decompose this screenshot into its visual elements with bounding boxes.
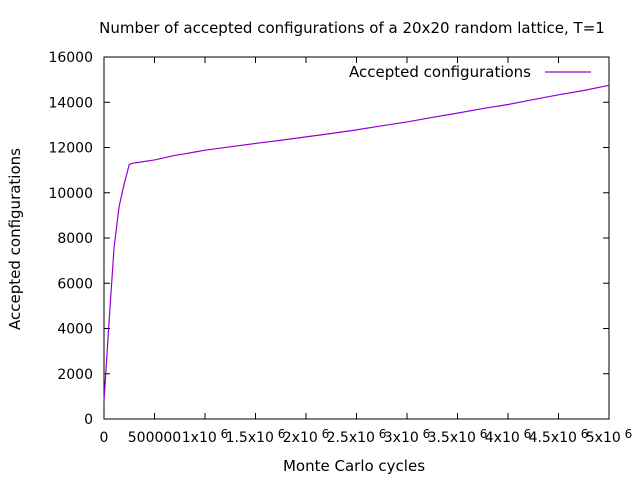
series-layer: [103, 84, 610, 401]
x-tick-label: 4x10 6: [485, 427, 531, 446]
y-tick-label: 12000: [48, 141, 93, 157]
y-tick-label: 16000: [48, 50, 93, 66]
y-tick-label: 10000: [48, 186, 93, 202]
legend: Accepted configurations: [349, 63, 591, 81]
x-tick-label: 0: [100, 430, 109, 446]
y-tick-label: 6000: [57, 276, 93, 292]
y-tick-label: 0: [84, 412, 93, 428]
y-axis-label: Accepted configurations: [6, 148, 24, 330]
series-line-accepted-configurations: [103, 84, 610, 401]
x-tick-label: 4.5x10 6: [529, 427, 589, 446]
plot-frame: [103, 56, 610, 420]
x-tick-label: 5x10 6: [586, 427, 632, 446]
x-tick-exponent: 6: [476, 427, 487, 441]
x-tick-exponent: 6: [375, 427, 386, 441]
x-tick-exponent: 6: [419, 427, 430, 441]
x-tick-label: 500000: [128, 430, 181, 446]
y-axis-ticks: 0 2000 4000 6000 8000 10000 12000 14000 16000: [48, 50, 609, 428]
x-tick-exponent: 6: [274, 427, 285, 441]
x-tick-exponent: 6: [217, 427, 228, 441]
x-tick-label: 2.5x10 6: [327, 427, 387, 446]
x-axis-label: Monte Carlo cycles: [283, 457, 425, 475]
x-tick-exponent: 6: [520, 427, 531, 441]
x-tick-exponent: 6: [577, 427, 588, 441]
x-tick-exponent: 6: [621, 427, 632, 441]
y-tick-label: 4000: [57, 322, 93, 338]
y-tick-label: 2000: [57, 367, 93, 383]
x-tick-label: 1x10 6: [182, 427, 228, 446]
legend-label: Accepted configurations: [349, 63, 531, 81]
x-tick-label: 2x10 6: [283, 427, 329, 446]
y-tick-label: 14000: [48, 95, 93, 111]
chart-title: Number of accepted configurations of a 2…: [99, 19, 605, 37]
x-tick-label: 1.5x10 6: [226, 427, 286, 446]
x-tick-label: 3x10 6: [384, 427, 430, 446]
x-tick-exponent: 6: [318, 427, 329, 441]
x-tick-label: 3.5x10 6: [428, 427, 488, 446]
y-tick-label: 8000: [57, 231, 93, 247]
